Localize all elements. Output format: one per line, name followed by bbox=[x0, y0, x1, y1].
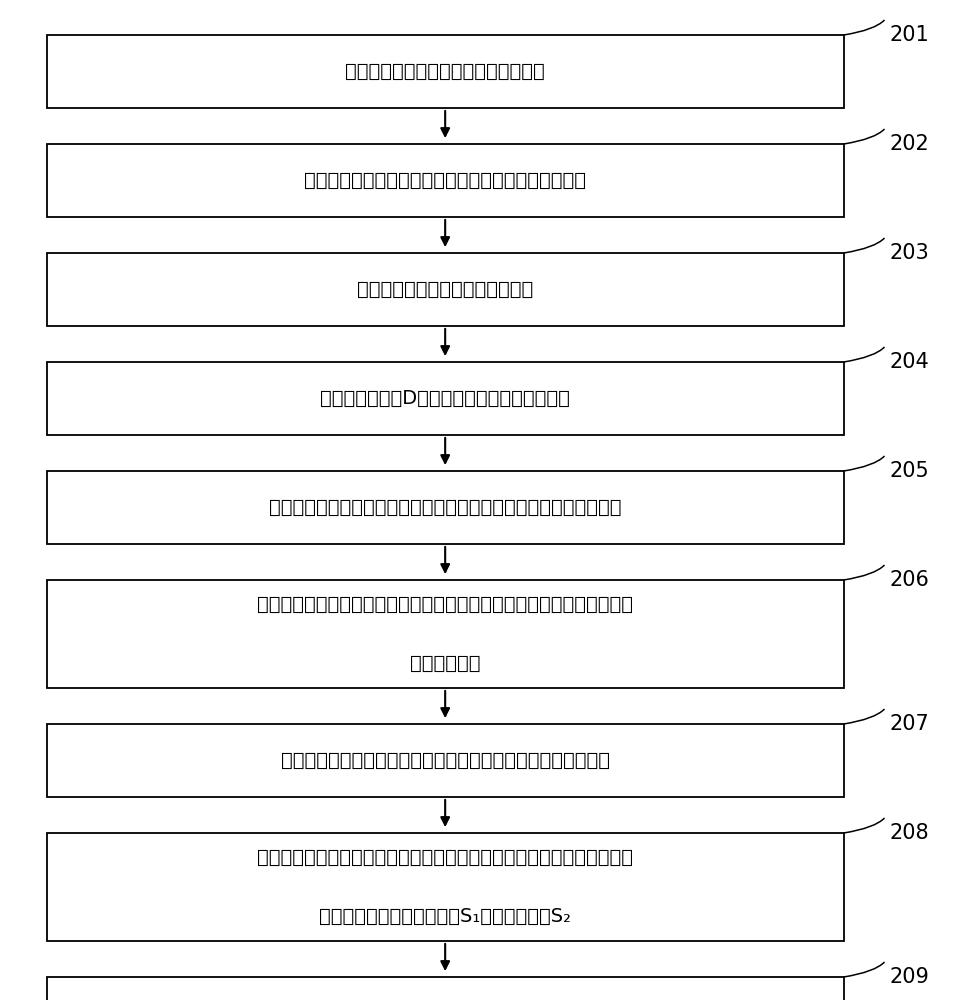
Text: 208: 208 bbox=[889, 823, 929, 843]
Bar bbox=[47, 833, 844, 941]
Text: 对该历史训练数据进行列向的归一化处理，形成归一化历史训练数据: 对该历史训练数据进行列向的归一化处理，形成归一化历史训练数据 bbox=[269, 498, 621, 517]
Text: 205: 205 bbox=[889, 461, 929, 481]
Text: 207: 207 bbox=[889, 714, 929, 734]
Bar bbox=[47, 144, 844, 217]
Text: 获取炼化过程生产装置的参数历史数据: 获取炼化过程生产装置的参数历史数据 bbox=[345, 62, 545, 81]
Text: 209: 209 bbox=[889, 967, 929, 987]
Bar bbox=[47, 580, 844, 688]
Bar bbox=[47, 35, 844, 108]
Text: 根据该每个参数的概率分布函数以及预先设置的报警阈值置信度，确定每: 根据该每个参数的概率分布函数以及预先设置的报警阈值置信度，确定每 bbox=[258, 848, 633, 867]
Text: 确定所述参数的历史数据所对应的滑动窗口长度和步长: 确定所述参数的历史数据所对应的滑动窗口长度和步长 bbox=[304, 171, 586, 190]
Text: 201: 201 bbox=[889, 25, 929, 45]
Bar bbox=[47, 471, 844, 544]
Text: 概率密度函数: 概率密度函数 bbox=[410, 654, 480, 673]
Text: 206: 206 bbox=[889, 570, 929, 590]
Text: 202: 202 bbox=[889, 134, 929, 154]
Text: 在每隔一个步长D时间更新一次该历史训练数据: 在每隔一个步长D时间更新一次该历史训练数据 bbox=[320, 389, 571, 408]
Text: 根据该归一化历史训练数据对每个参数进行核密度估计，生成每个参数的: 根据该归一化历史训练数据对每个参数进行核密度估计，生成每个参数的 bbox=[258, 595, 633, 614]
Bar bbox=[47, 362, 844, 435]
Bar bbox=[47, 977, 844, 1000]
Bar bbox=[47, 724, 844, 797]
Text: 个参数所对应的第一参数值S₁和第二参数值S₂: 个参数所对应的第一参数值S₁和第二参数值S₂ bbox=[319, 907, 572, 926]
Bar bbox=[47, 253, 844, 326]
Text: 204: 204 bbox=[889, 352, 929, 372]
Text: 确定参数的初始历史训练数据矩阵: 确定参数的初始历史训练数据矩阵 bbox=[357, 280, 534, 299]
Text: 根据该每个参数的概率密度函数，确定每个参数的概率分布函数: 根据该每个参数的概率密度函数，确定每个参数的概率分布函数 bbox=[281, 751, 609, 770]
Text: 203: 203 bbox=[889, 243, 929, 263]
